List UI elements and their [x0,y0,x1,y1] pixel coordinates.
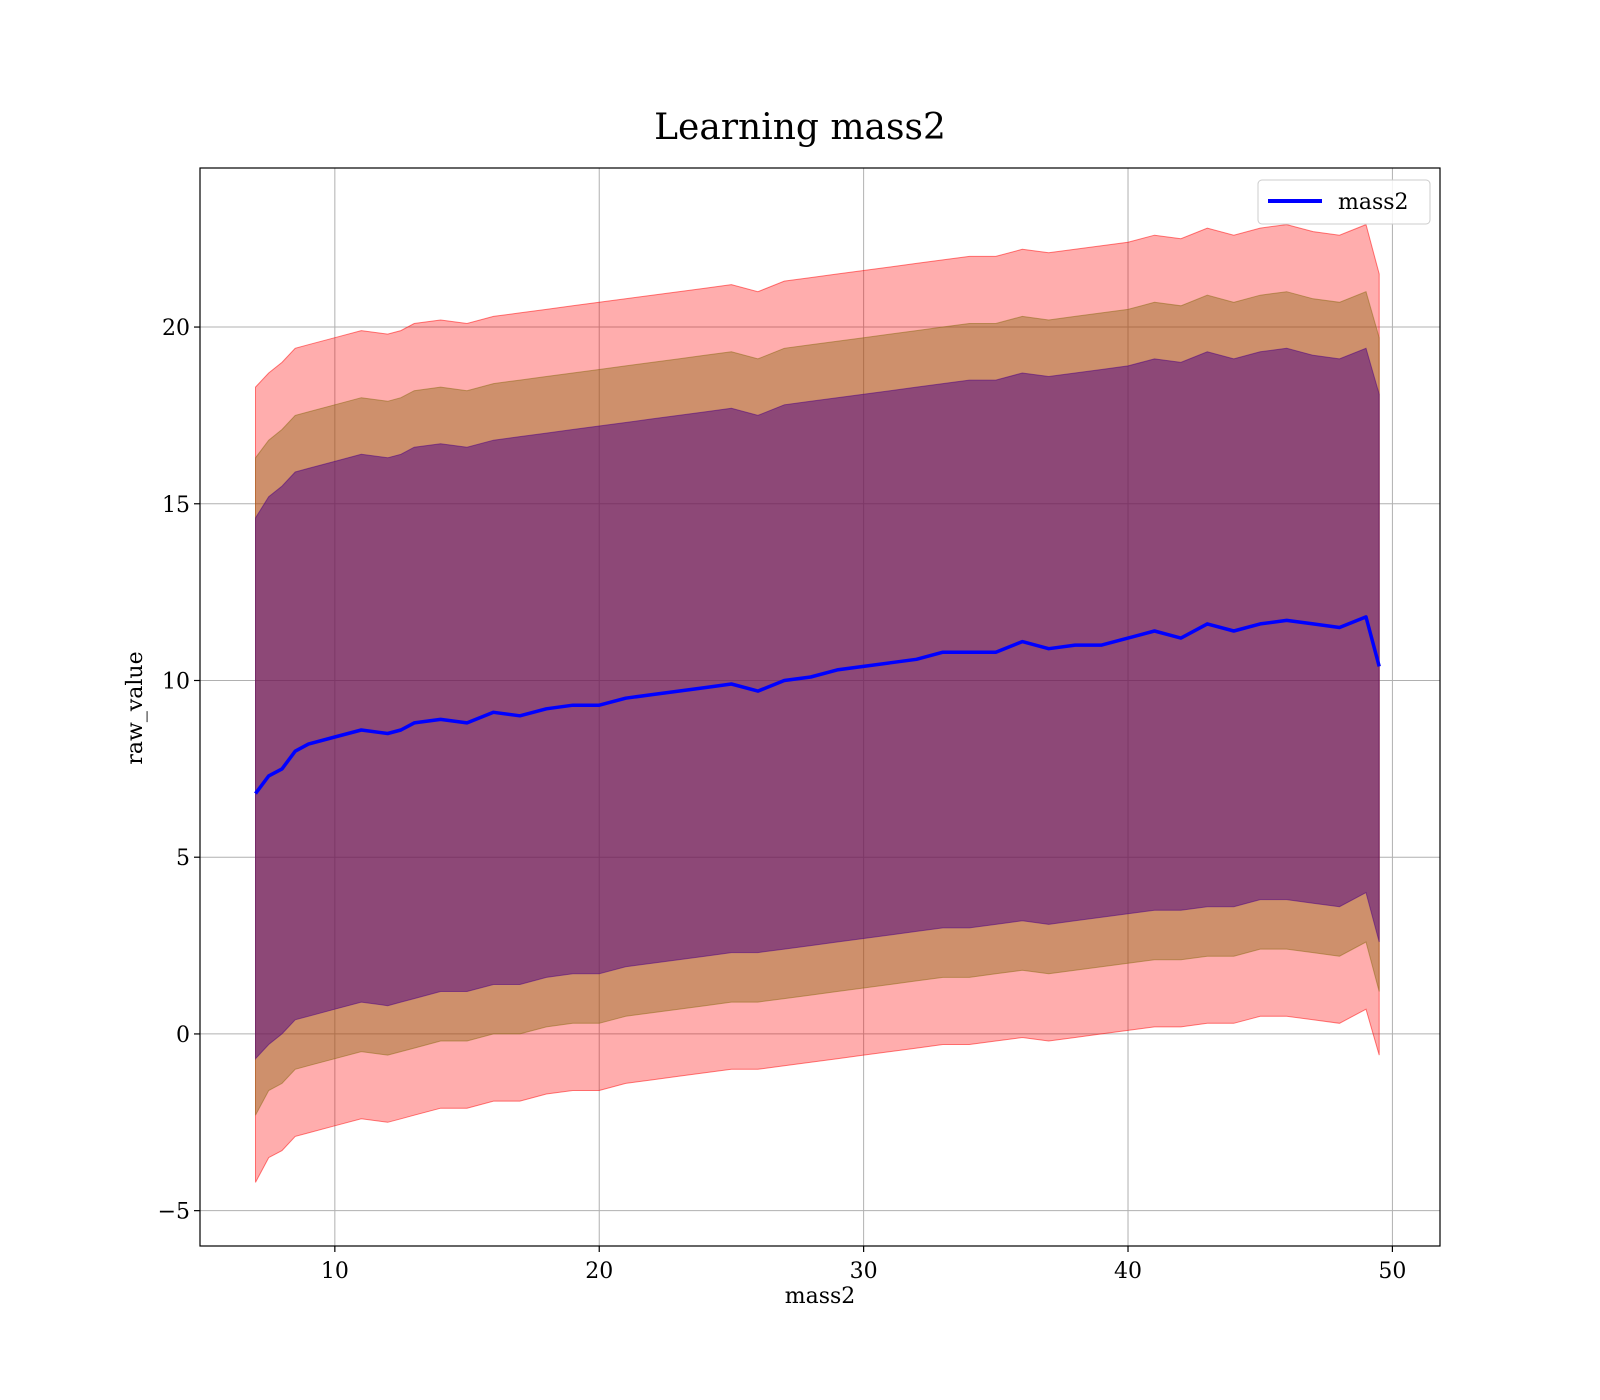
confidence-band-3 [255,347,1380,1060]
x-tick-label: 20 [585,1259,613,1284]
legend: mass2 [1257,179,1431,225]
y-tick-label: 0 [176,1023,190,1048]
chart-title: Learning mass2 [654,107,946,148]
x-axis-ticks: 10 20 30 40 50 [321,1246,1406,1284]
x-tick-label: 30 [850,1259,878,1284]
legend-entry-mass2: mass2 [1338,190,1409,215]
confidence-bands [255,223,1380,1183]
y-tick-label: 15 [162,493,190,518]
y-tick-label: −5 [158,1200,190,1225]
x-tick-label: 50 [1378,1259,1406,1284]
y-tick-label: 5 [176,846,190,871]
plot-frame [199,167,1441,1247]
series-line-mass2 [254,615,1381,795]
x-axis-label: mass2 [785,1284,856,1309]
y-tick-label: 20 [162,316,190,341]
legend-box [1257,179,1431,225]
y-axis-ticks: −5 0 5 10 15 20 [158,316,200,1225]
x-tick-label: 10 [321,1259,349,1284]
series-lines [254,615,1381,795]
y-axis-label: raw_value [123,651,148,764]
y-tick-label: 10 [162,669,190,694]
x-tick-label: 40 [1114,1259,1142,1284]
